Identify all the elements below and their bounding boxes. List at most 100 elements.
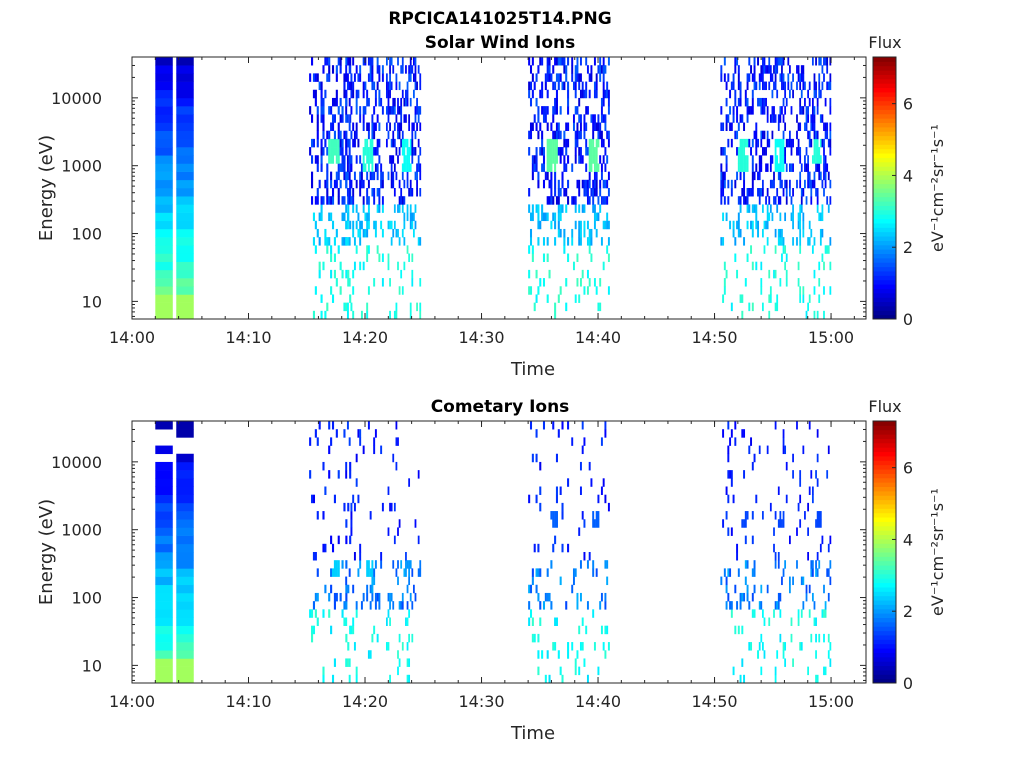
heatmap-cell <box>815 163 817 172</box>
heatmap-cell <box>414 65 417 74</box>
heatmap-cell <box>352 269 355 279</box>
heatmap-cell <box>571 584 574 594</box>
heatmap-cell <box>829 57 832 66</box>
heatmap-cell <box>815 560 817 569</box>
heatmap-cell <box>349 461 352 471</box>
heatmap-cell <box>602 642 605 651</box>
heatmap-cell <box>723 179 726 189</box>
colorbar-swatch <box>873 573 896 579</box>
heatmap-cell <box>779 511 782 520</box>
heatmap-cell <box>316 568 319 577</box>
heatmap-cell <box>796 421 798 430</box>
heatmap-cell <box>367 130 370 140</box>
heatmap-cell <box>345 114 348 123</box>
heatmap-cell <box>761 179 764 189</box>
heatmap-cell <box>352 625 355 635</box>
heatmap-cell <box>821 228 824 238</box>
colorbar-swatch <box>873 639 896 645</box>
heatmap-cell <box>353 130 356 140</box>
heatmap-cell <box>339 97 342 107</box>
heatmap-cell <box>597 65 600 74</box>
heatmap-cell <box>805 147 808 156</box>
heatmap-cell <box>729 122 732 131</box>
heatmap-cell <box>331 188 335 197</box>
panel-title: Solar Wind Ions <box>425 33 576 53</box>
heatmap-cell <box>578 147 581 156</box>
heatmap-cell <box>807 502 810 512</box>
heatmap-cell <box>581 155 584 164</box>
heatmap-cell <box>316 511 319 520</box>
heatmap-cell <box>784 658 787 667</box>
heatmap-cell <box>417 114 420 123</box>
heatmap-cell <box>725 584 728 594</box>
heatmap-cell <box>815 633 817 643</box>
heatmap-cell <box>799 155 802 164</box>
heatmap-cell <box>337 470 340 479</box>
heatmap-cell <box>813 601 816 610</box>
heatmap-cell <box>734 437 737 446</box>
heatmap-cell <box>176 130 194 140</box>
heatmap-cell <box>579 592 582 602</box>
heatmap-cell <box>606 212 609 222</box>
heatmap-cell <box>362 196 365 205</box>
colorbar-swatch <box>873 222 896 228</box>
heatmap-cell <box>725 576 728 586</box>
heatmap-cell <box>357 568 360 577</box>
heatmap-cell <box>777 163 780 172</box>
heatmap-cell <box>408 147 411 156</box>
heatmap-cell <box>743 196 746 205</box>
heatmap-cell <box>805 310 808 320</box>
heatmap-cell <box>401 89 404 99</box>
heatmap-cell <box>343 212 346 222</box>
heatmap-cell <box>607 106 610 115</box>
heatmap-cell <box>352 81 355 91</box>
heatmap-cell <box>565 601 568 610</box>
heatmap-cell <box>574 196 577 205</box>
heatmap-cell <box>378 138 381 148</box>
heatmap-cell <box>607 502 610 512</box>
heatmap-cell <box>419 147 422 156</box>
heatmap-cell <box>813 138 816 148</box>
heatmap-cell <box>176 122 194 131</box>
heatmap-cell <box>403 138 406 148</box>
heatmap-cell <box>357 212 360 222</box>
y-axis-label: Energy (eV) <box>36 135 57 241</box>
heatmap-cell <box>318 269 321 279</box>
heatmap-cell <box>554 617 557 626</box>
heatmap-cell <box>352 57 355 66</box>
heatmap-cell <box>557 650 560 659</box>
heatmap-cell <box>781 253 783 262</box>
heatmap-cell <box>736 269 739 279</box>
heatmap-cell <box>815 57 817 66</box>
heatmap-cell <box>769 204 772 213</box>
heatmap-cell <box>333 130 336 140</box>
colorbar-swatch <box>873 270 896 276</box>
heatmap-cell <box>823 666 825 676</box>
heatmap-cell <box>567 97 570 107</box>
heatmap-cell <box>600 237 603 246</box>
heatmap-cell <box>782 511 785 520</box>
heatmap-cell <box>366 147 369 156</box>
heatmap-cell <box>366 253 369 262</box>
heatmap-cell <box>326 188 329 197</box>
heatmap-cell <box>758 155 761 164</box>
heatmap-cell <box>409 302 412 312</box>
heatmap-cell <box>785 163 788 172</box>
heatmap-cell <box>827 633 830 643</box>
heatmap-cell <box>542 212 546 222</box>
heatmap-cell <box>581 421 584 430</box>
heatmap-cell <box>774 302 777 312</box>
colorbar-swatch <box>873 634 896 640</box>
heatmap-cell <box>348 237 351 246</box>
heatmap-cell <box>529 286 533 295</box>
heatmap-cell <box>773 106 775 115</box>
heatmap-cell <box>324 486 327 495</box>
heatmap-cell <box>374 89 377 99</box>
colorbar-swatch <box>873 508 896 514</box>
heatmap-cell <box>768 310 771 320</box>
heatmap-cell <box>309 73 312 82</box>
heatmap-cell <box>805 114 808 123</box>
heatmap-cell <box>326 179 329 189</box>
heatmap-cell <box>583 220 586 230</box>
